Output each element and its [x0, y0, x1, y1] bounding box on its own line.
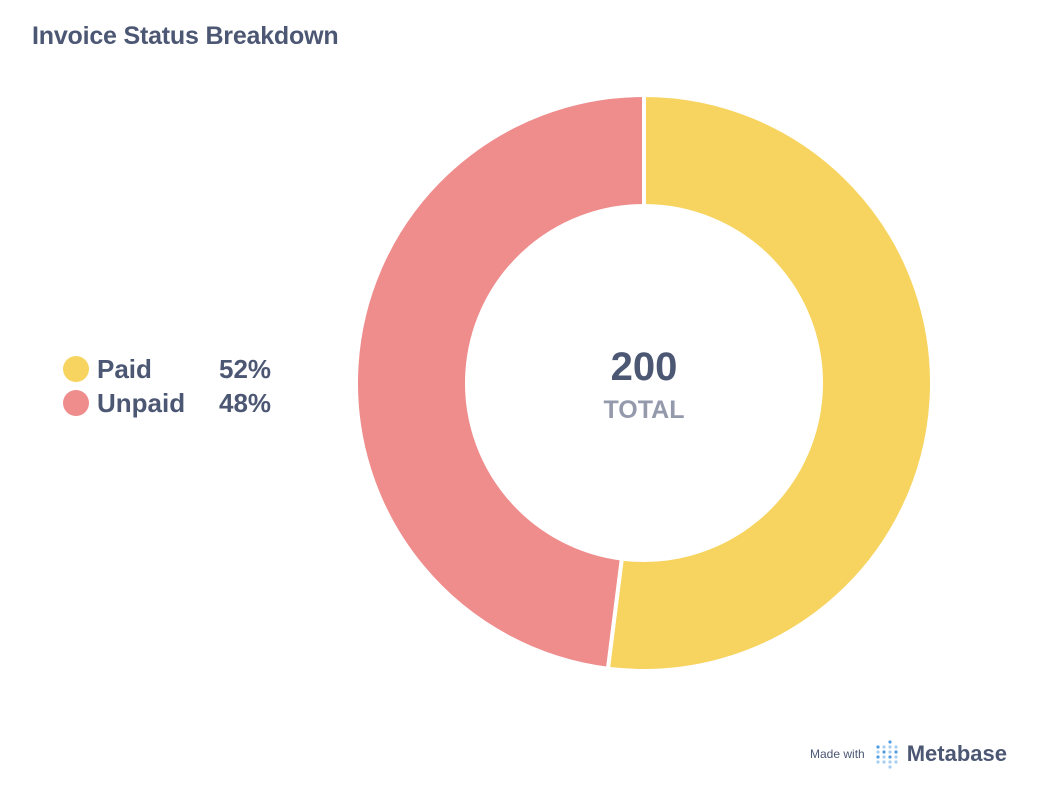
- total-label: TOTAL: [603, 396, 684, 424]
- chart-title: Invoice Status Breakdown: [32, 22, 339, 50]
- brand-name: Metabase: [906, 741, 1007, 766]
- legend-item-paid[interactable]: Paid 52%: [63, 352, 271, 386]
- total-value: 200: [611, 345, 678, 389]
- legend-swatch-paid: [63, 356, 89, 382]
- footer: Made with Metabase: [810, 739, 1007, 769]
- legend-item-unpaid[interactable]: Unpaid 48%: [63, 386, 271, 420]
- donut-slice-paid[interactable]: [605, 92, 934, 673]
- legend-percent-unpaid: 48%: [219, 387, 272, 418]
- legend: Paid 52% Unpaid 48%: [63, 352, 271, 420]
- made-with-text: Made with: [810, 747, 865, 761]
- legend-label-paid: Paid: [97, 353, 152, 384]
- legend-label-unpaid: Unpaid: [97, 387, 186, 418]
- donut-slices: [354, 92, 934, 673]
- metabase-logo-icon: [876, 740, 898, 769]
- legend-swatch-unpaid: [63, 390, 89, 416]
- legend-percent-paid: 52%: [219, 353, 272, 384]
- donut-slice-unpaid[interactable]: [354, 92, 646, 671]
